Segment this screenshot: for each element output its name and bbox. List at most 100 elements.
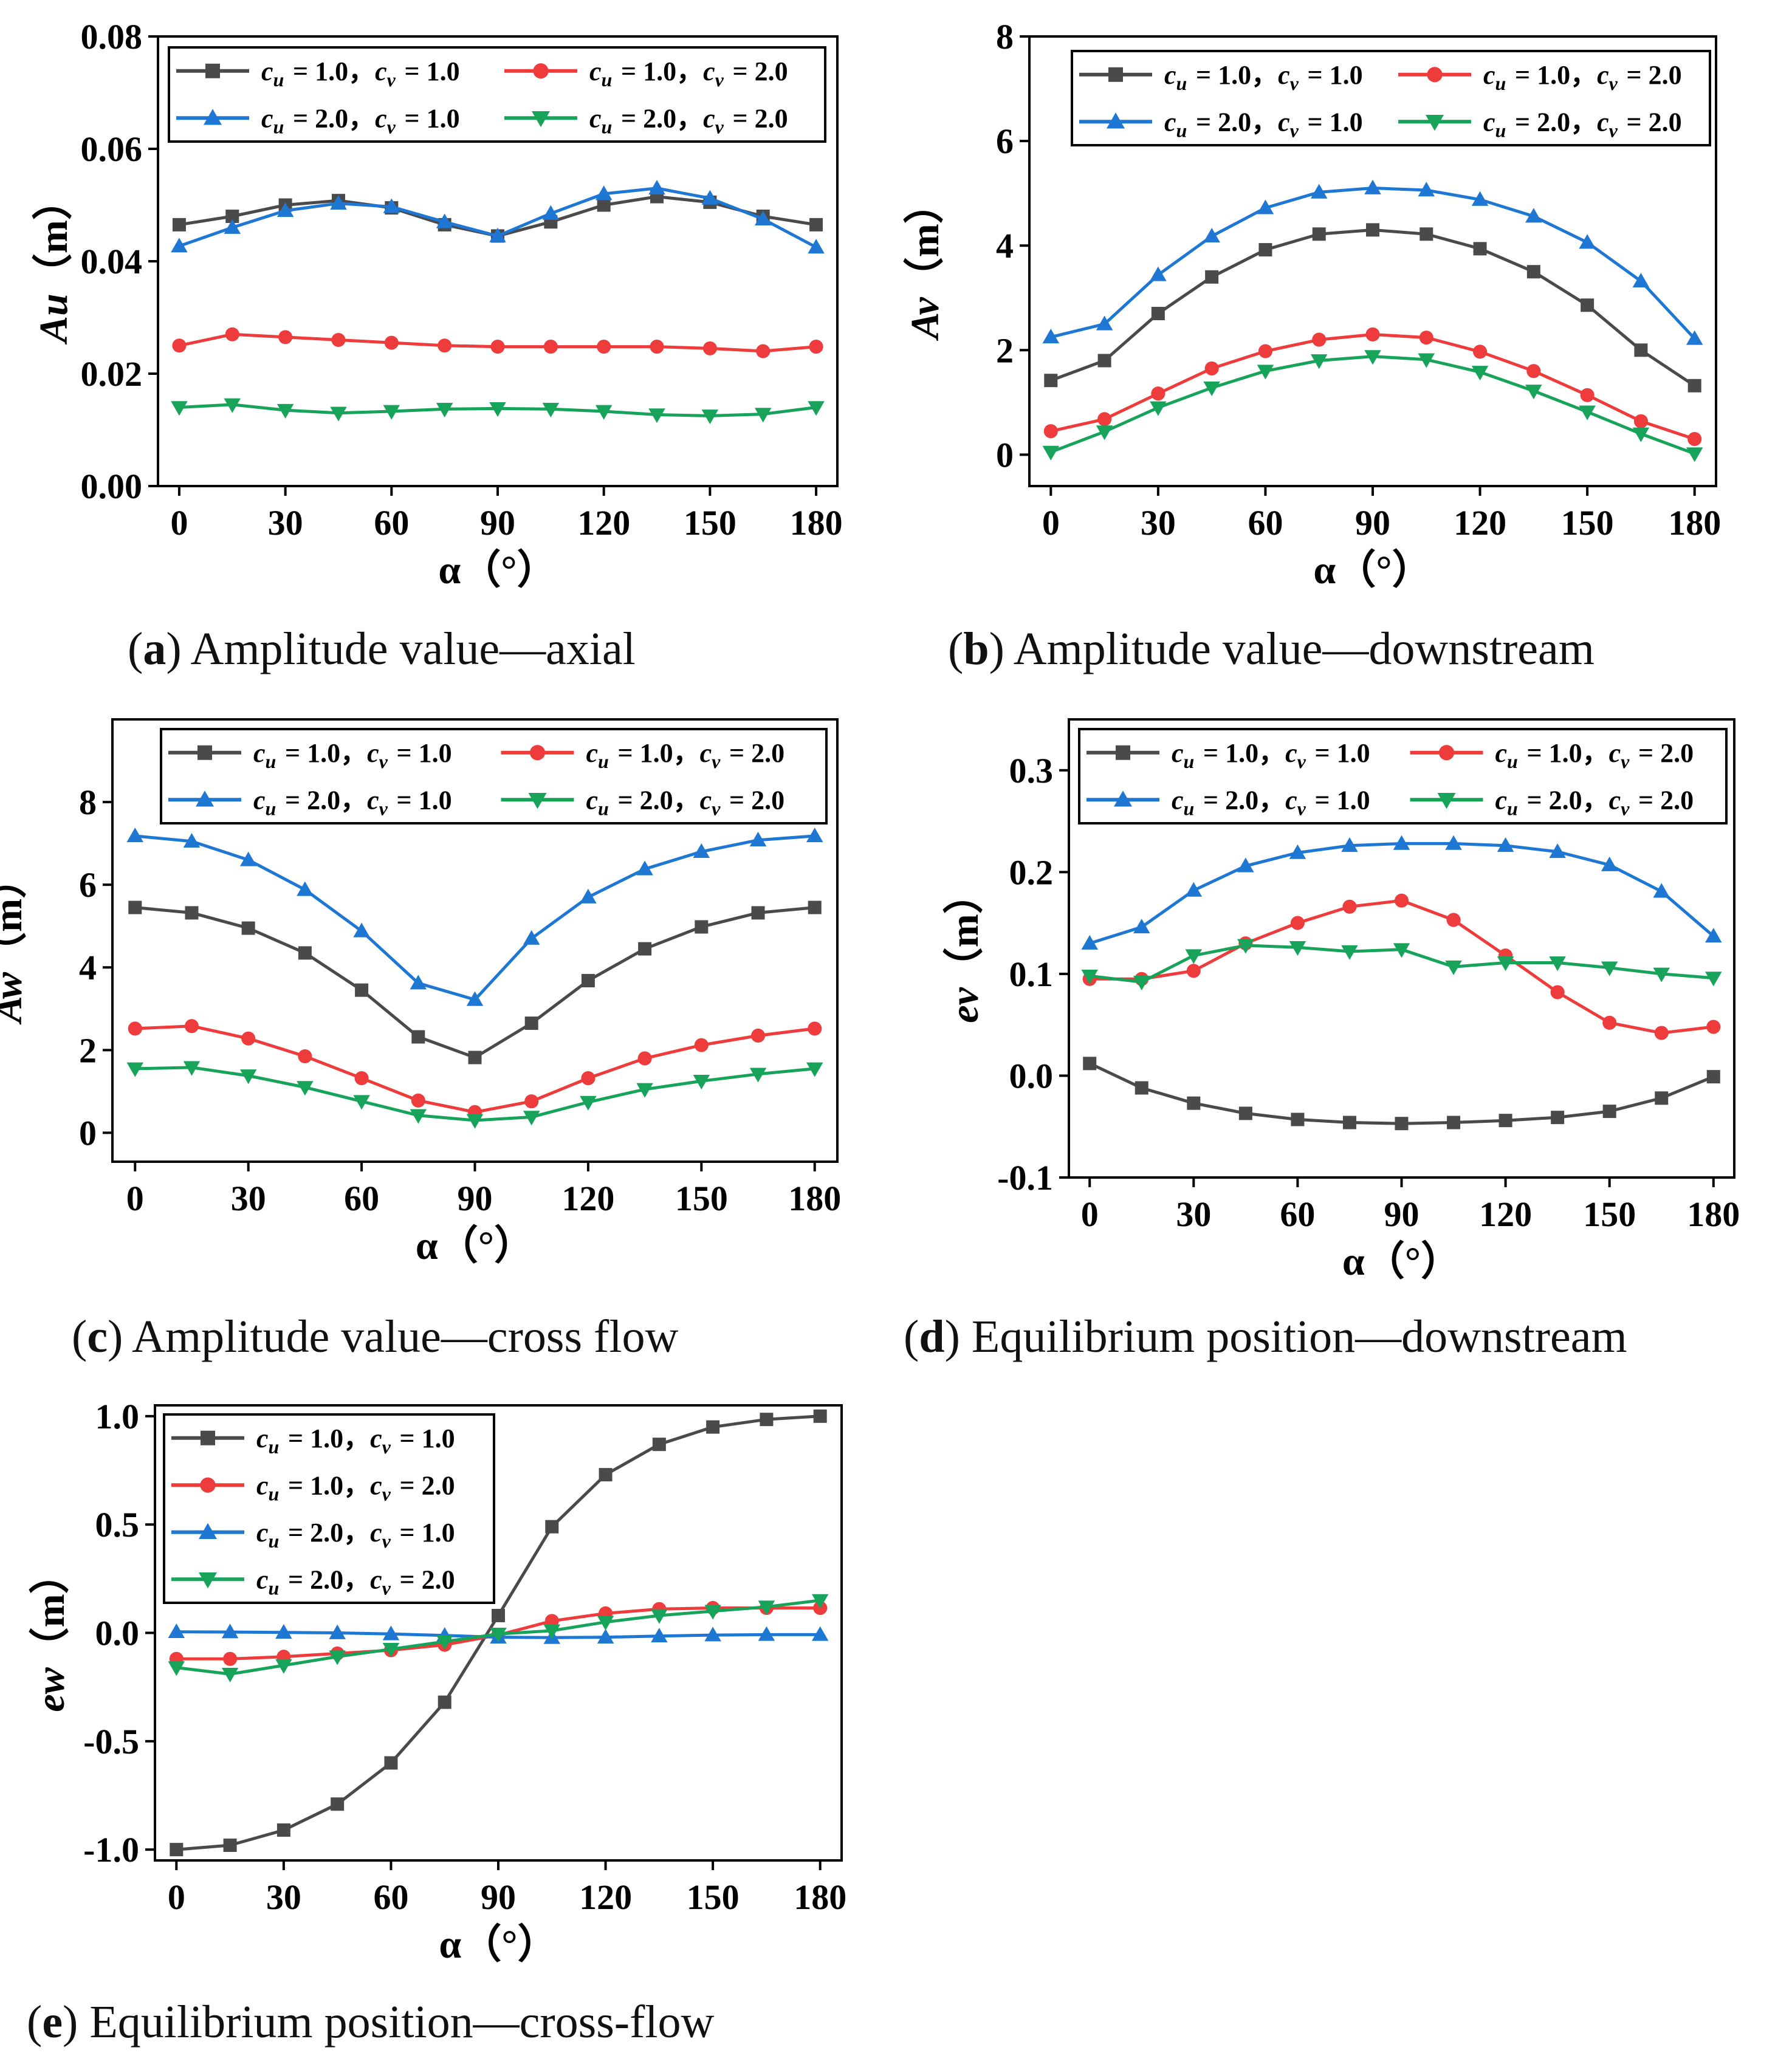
data-point [436, 213, 453, 228]
legend-label: cu = 1.0，cv = 2.0 [586, 738, 785, 772]
data-point [1290, 916, 1305, 930]
data-point [128, 900, 142, 914]
data-point [278, 330, 293, 344]
x-tick-label: 0 [170, 503, 188, 543]
data-point [468, 1051, 482, 1064]
data-point [808, 900, 822, 914]
legend: cu = 1.0，cv = 1.0 cu = 1.0，cv = 2.0 cu = 2… [1078, 728, 1728, 824]
data-point [297, 881, 314, 896]
data-point [276, 1823, 290, 1837]
series-2 [1082, 893, 1721, 1040]
series-1 [1083, 1057, 1720, 1131]
series-4 [1081, 939, 1722, 991]
data-point [354, 1071, 369, 1086]
data-point [1687, 379, 1701, 392]
data-point [331, 332, 346, 348]
data-point [382, 1642, 400, 1657]
data-point [1419, 331, 1433, 345]
data-point [223, 1839, 237, 1853]
data-point [353, 1095, 370, 1110]
data-point [490, 340, 505, 354]
data-point [224, 219, 241, 234]
data-point [383, 198, 400, 213]
data-point [1133, 975, 1150, 991]
x-tick-label: 90 [481, 1877, 516, 1917]
data-point [651, 1628, 668, 1643]
data-point [1237, 857, 1254, 872]
data-point [652, 1438, 666, 1452]
data-point [1706, 1070, 1720, 1084]
data-point [241, 921, 255, 935]
legend-marker [199, 1572, 217, 1589]
data-point [597, 340, 611, 354]
data-point [438, 1695, 451, 1709]
data-point [1446, 913, 1461, 927]
data-point [636, 1083, 653, 1098]
data-point [1420, 227, 1433, 241]
chart-c: 0 30 60 90 120 150 180 0 2 4 6 8 α（°） Aw（m） cu = 1.0，c… [0, 718, 841, 1268]
x-axis-label: α（°） [439, 1922, 557, 1967]
legend-marker [196, 790, 214, 807]
data-point [545, 1520, 559, 1534]
y-tick-label: 6 [996, 122, 1014, 161]
data-point [411, 1030, 425, 1044]
y-tick-label: 0.5 [95, 1505, 140, 1544]
data-point [275, 1659, 292, 1674]
data-point [224, 398, 241, 413]
series-4 [1042, 350, 1703, 462]
data-point [1471, 191, 1489, 206]
data-point [223, 1651, 238, 1666]
y-axis-label: Av（m） [902, 183, 947, 341]
data-point [523, 930, 540, 945]
data-point [1686, 447, 1703, 462]
series-2 [1043, 327, 1702, 447]
legend-box [1078, 728, 1728, 824]
data-point [126, 1062, 144, 1077]
data-point [580, 888, 597, 903]
data-point [1581, 298, 1595, 312]
series-line [1090, 899, 1714, 1035]
data-point [1257, 199, 1274, 214]
data-point [168, 1623, 185, 1639]
y-tick-label: 4 [79, 948, 97, 987]
data-point [1602, 1015, 1617, 1030]
chart-b: 0 30 60 90 120 150 180 0 2 4 6 8 α（°） Av（m） cu = 1.0，c… [902, 17, 1721, 592]
series-line [1089, 842, 1715, 945]
data-point [275, 1624, 292, 1639]
legend-marker [1108, 67, 1123, 82]
data-point [1393, 943, 1410, 958]
data-point [1526, 364, 1541, 379]
data-point [523, 1111, 540, 1126]
data-point [330, 406, 347, 422]
y-axis-label: ew（m） [28, 1554, 73, 1712]
legend-label: cu = 1.0，cv = 1.0 [253, 738, 452, 772]
x-tick-label: 90 [1355, 503, 1390, 543]
x-tick-label: 120 [1479, 1195, 1532, 1234]
data-point [221, 1623, 239, 1639]
data-point [1096, 425, 1113, 440]
y-tick-label: 0 [996, 435, 1014, 475]
data-point [758, 1600, 775, 1616]
data-point [1705, 928, 1722, 943]
data-point [1258, 243, 1272, 257]
y-tick-label: 0.3 [1009, 751, 1054, 790]
data-point [1204, 361, 1219, 375]
data-point [749, 831, 767, 846]
data-point [704, 1627, 721, 1642]
data-point [1289, 941, 1306, 956]
data-point [1653, 967, 1670, 982]
data-point [1341, 945, 1358, 960]
legend-label: cu = 2.0，cv = 2.0 [1483, 107, 1682, 141]
data-point [1203, 227, 1220, 243]
data-point [595, 185, 613, 201]
x-tick-label: 60 [1280, 1195, 1315, 1234]
legend-label: cu = 2.0，cv = 2.0 [256, 1565, 455, 1599]
data-point [1706, 1020, 1721, 1034]
x-tick-label: 120 [579, 1877, 632, 1917]
data-point [438, 338, 452, 353]
data-point [466, 991, 484, 1006]
series-2 [172, 327, 823, 358]
data-point [760, 1413, 774, 1427]
data-point [382, 1625, 400, 1640]
data-point [298, 946, 312, 960]
